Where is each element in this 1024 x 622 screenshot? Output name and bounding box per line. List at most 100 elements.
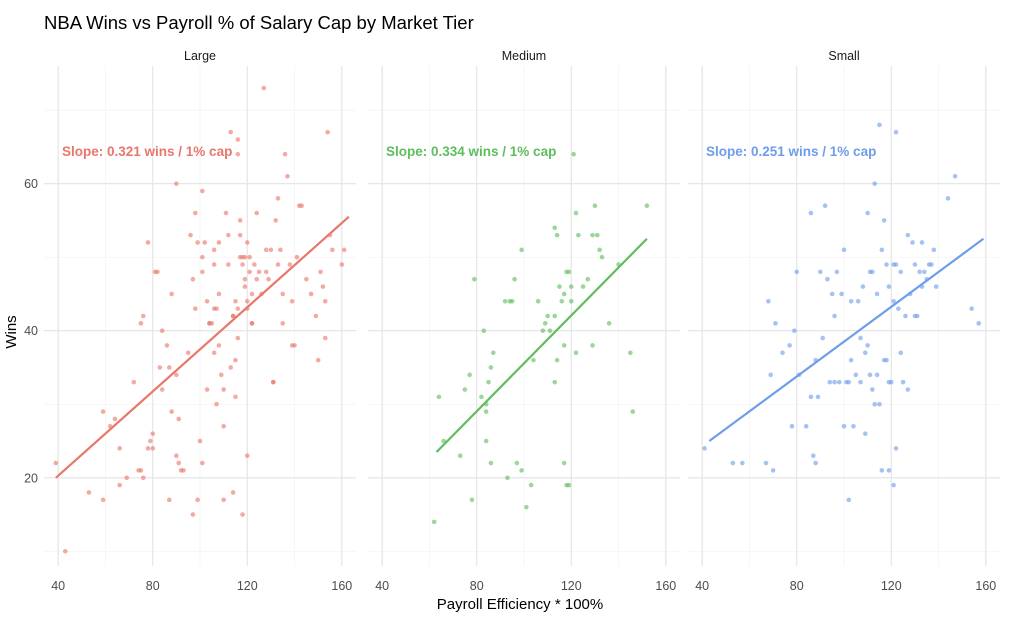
data-point	[594, 232, 600, 238]
data-point	[922, 269, 927, 275]
x-tick-label: 80	[790, 579, 804, 593]
data-point	[159, 328, 165, 334]
data-point	[100, 497, 106, 503]
data-point	[905, 387, 911, 392]
data-point	[318, 269, 323, 275]
data-point	[169, 291, 174, 297]
data-point	[237, 232, 243, 238]
data-point	[877, 401, 882, 407]
data-point	[528, 482, 534, 488]
data-point	[900, 379, 906, 385]
data-point	[157, 365, 163, 370]
data-point	[235, 306, 241, 311]
data-point	[195, 497, 200, 503]
data-point	[197, 438, 203, 444]
data-point	[273, 218, 278, 223]
data-point	[585, 276, 591, 282]
data-point	[169, 409, 174, 414]
data-point	[263, 247, 269, 253]
data-point	[174, 181, 179, 186]
data-point	[254, 210, 260, 216]
data-point	[862, 431, 868, 436]
data-point	[266, 276, 271, 282]
data-point	[770, 468, 776, 473]
data-point	[223, 210, 229, 216]
data-point	[573, 350, 579, 356]
data-point	[841, 247, 847, 253]
data-point	[884, 262, 889, 267]
data-point	[606, 321, 612, 326]
data-point	[166, 497, 172, 503]
data-point	[138, 321, 144, 326]
data-point	[855, 298, 861, 304]
data-point	[237, 218, 243, 223]
data-point	[945, 196, 951, 201]
data-point	[479, 394, 484, 400]
facet-panels: Large 40 80 120 160 20 40 60 Slope: 0.321 wins /…	[24, 49, 1000, 593]
data-point	[322, 298, 328, 304]
data-point	[557, 284, 562, 289]
data-point	[150, 431, 156, 436]
data-point	[552, 313, 558, 319]
data-point	[810, 453, 816, 459]
data-point	[488, 460, 494, 466]
data-point	[808, 394, 814, 400]
data-point	[483, 438, 489, 444]
facet-panel-small: Small 40 80 120 160 Slope: 0.251 wins / 1% ca…	[688, 49, 1000, 593]
data-point	[192, 210, 198, 216]
data-point	[221, 387, 226, 392]
data-point	[138, 468, 144, 473]
data-point	[226, 262, 231, 267]
slope-annotation: Slope: 0.334 wins / 1% cap	[386, 144, 556, 159]
data-point	[773, 321, 778, 326]
data-point	[787, 343, 792, 348]
data-point	[233, 298, 238, 304]
data-point	[848, 357, 854, 363]
data-point	[879, 468, 885, 473]
data-point	[592, 203, 598, 209]
data-point	[481, 328, 487, 334]
data-point	[221, 497, 226, 503]
x-tick-label: 80	[470, 579, 484, 593]
data-point	[249, 291, 255, 297]
data-point	[240, 512, 245, 517]
data-point	[124, 475, 130, 481]
trend-line	[55, 215, 350, 479]
data-point	[808, 210, 814, 216]
data-point	[552, 225, 558, 231]
data-point	[792, 328, 797, 334]
data-point	[929, 262, 934, 267]
data-point	[552, 379, 558, 385]
data-point	[505, 475, 510, 481]
data-point	[200, 188, 205, 194]
data-point	[853, 372, 859, 378]
data-point	[131, 379, 137, 385]
data-point	[969, 306, 974, 311]
x-tick-label: 120	[561, 579, 582, 593]
data-point	[226, 232, 231, 238]
data-point	[166, 365, 172, 370]
data-point	[211, 350, 217, 356]
data-point	[891, 298, 896, 304]
data-point	[815, 394, 821, 400]
data-point	[768, 372, 774, 378]
panel-strip-label: Large	[184, 49, 216, 63]
data-point	[865, 343, 870, 348]
data-point	[559, 298, 565, 304]
data-point	[597, 247, 602, 253]
data-point	[571, 151, 576, 157]
data-point	[803, 423, 809, 429]
data-point	[509, 298, 515, 304]
data-point	[879, 247, 885, 253]
data-point	[145, 446, 151, 451]
data-point	[211, 247, 217, 253]
data-point	[294, 254, 300, 260]
data-point	[561, 343, 567, 348]
data-point	[561, 460, 567, 466]
data-point	[865, 210, 870, 216]
data-point	[763, 460, 769, 466]
data-point	[117, 446, 122, 451]
data-point	[140, 313, 146, 319]
data-point	[702, 446, 707, 451]
data-point	[834, 269, 840, 275]
